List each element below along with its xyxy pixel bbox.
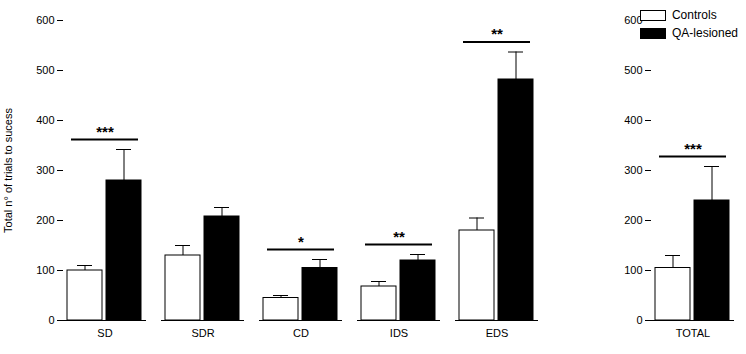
- svg-text:***: ***: [684, 140, 702, 157]
- svg-text:500: 500: [36, 64, 54, 76]
- svg-text:*: *: [298, 233, 304, 250]
- svg-text:400: 400: [36, 114, 54, 126]
- svg-text:500: 500: [624, 64, 642, 76]
- svg-text:600: 600: [624, 14, 643, 26]
- svg-text:0: 0: [636, 314, 642, 326]
- svg-text:EDS: EDS: [486, 327, 509, 339]
- svg-text:200: 200: [36, 214, 54, 226]
- svg-text:TOTAL: TOTAL: [676, 327, 710, 339]
- svg-text:400: 400: [624, 114, 642, 126]
- svg-text:***: ***: [96, 123, 114, 140]
- svg-text:SDR: SDR: [191, 327, 214, 339]
- svg-text:200: 200: [624, 214, 642, 226]
- svg-text:**: **: [393, 228, 405, 245]
- svg-text:SD: SD: [97, 327, 112, 339]
- svg-text:Total n° of trials to sucess: Total n° of trials to sucess: [2, 108, 14, 233]
- svg-text:600: 600: [36, 14, 54, 26]
- svg-text:0: 0: [48, 314, 54, 326]
- svg-text:100: 100: [624, 264, 642, 276]
- svg-text:CD: CD: [293, 327, 309, 339]
- svg-text:100: 100: [36, 264, 54, 276]
- html-text:Controls: Controls: [672, 8, 717, 22]
- svg-text:**: **: [491, 25, 503, 42]
- html-text:QA-lesioned: QA-lesioned: [672, 26, 738, 40]
- svg-text:300: 300: [624, 164, 642, 176]
- svg-text:300: 300: [36, 164, 54, 176]
- svg-text:IDS: IDS: [390, 327, 408, 339]
